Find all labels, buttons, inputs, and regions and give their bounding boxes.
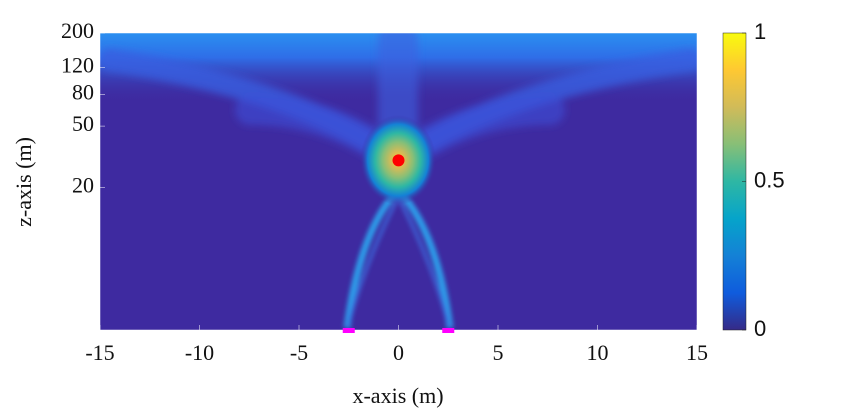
y-tick-label: 120 <box>61 52 94 77</box>
colorbar-tick-label: 0.5 <box>754 167 785 192</box>
x-tick-label: -10 <box>185 340 214 365</box>
y-tick-label: 80 <box>72 80 94 105</box>
sensor-marker <box>442 328 455 333</box>
y-tick-label: 200 <box>61 18 94 43</box>
colorbar-tick-label: 1 <box>754 19 766 44</box>
y-axis-label: z-axis (m) <box>11 137 36 227</box>
x-tick-label: -5 <box>290 340 308 365</box>
x-tick-label: 15 <box>686 340 708 365</box>
x-tick-label: 5 <box>493 340 504 365</box>
y-tick-label: 20 <box>72 173 94 198</box>
x-axis-label: x-axis (m) <box>352 383 443 408</box>
colorbar-tick-label: 0 <box>754 316 766 341</box>
x-tick-label: 0 <box>393 340 404 365</box>
sensor-marker <box>342 328 355 333</box>
x-tick-label: -15 <box>85 340 114 365</box>
heatmap-image <box>100 33 697 330</box>
x-tick-label: 10 <box>587 340 609 365</box>
source-point <box>392 154 405 167</box>
y-tick-label: 50 <box>72 111 94 136</box>
